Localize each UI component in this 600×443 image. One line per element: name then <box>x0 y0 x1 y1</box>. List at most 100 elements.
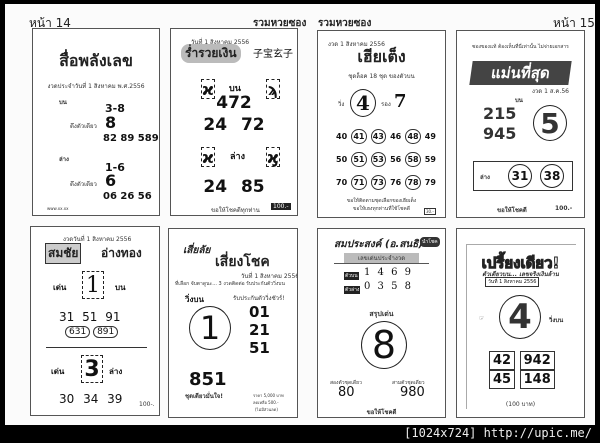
top-three: 631 891 <box>65 326 119 338</box>
bottom-numbers: 30 34 39 <box>59 392 123 406</box>
sub-number: 7 <box>394 91 407 112</box>
top-label: บน <box>229 84 241 94</box>
run-label: วิ่งบน <box>185 295 204 304</box>
grid-number: 79 <box>424 178 436 187</box>
grid-number: 41 <box>351 129 367 144</box>
top-two: 24 72 <box>203 115 265 135</box>
grid-number: 40 <box>336 132 348 141</box>
grid-number: 43 <box>370 129 386 144</box>
grid-number: 51 <box>351 152 367 167</box>
card-footer: ขอให้โชคดีทุกท่าน <box>211 207 260 214</box>
card-date: งวด 1 สิงหาคม 2556 <box>328 41 385 48</box>
lucky-glyph-box: ϗ <box>266 147 280 167</box>
single-number: 4 <box>499 295 541 339</box>
single-number: 8 <box>361 321 407 369</box>
price-tag: 30.- <box>424 208 436 215</box>
grid-number: 53 <box>370 152 386 167</box>
bottom-label: ล่าง <box>480 174 490 181</box>
lucky-glyph-box: ϡ <box>266 79 280 99</box>
card-footer-2: ขอให้เฮงทุกท่านที่ใช้โชคดี <box>352 206 410 212</box>
price-tag: 100-. <box>139 401 155 408</box>
top-single: 1 <box>82 271 104 299</box>
numbers-list: 01 21 51 <box>249 303 270 357</box>
card-subtitle: ตัวเดียวบน... เลขจริงเงินล้าน <box>482 271 559 278</box>
top-three: 472 <box>216 93 252 113</box>
divider <box>46 347 147 348</box>
grid-number: 59 <box>424 155 436 164</box>
grid-number: 48 <box>405 129 421 144</box>
grid-number: 58 <box>405 152 421 167</box>
watermark: [1024x724] http://upic.me/ <box>404 426 592 440</box>
card-sia-lai: เสี่ยลัย เสี่ยงโชค วันที่ 1 สิงหาคม 2556… <box>168 228 298 418</box>
card-title-a: เสี่ยลัย <box>183 245 211 256</box>
price-note: (ไม่มีส่วนลด) <box>255 407 278 412</box>
card-hia-teng: งวด 1 สิงหาคม 2556 เฮียเต็ง ชุดล็อค 18 ช… <box>317 30 446 218</box>
card-title-b: อ่างทอง <box>101 246 142 260</box>
inner-frame <box>466 244 576 409</box>
card-footer: ขอให้โชคดี <box>497 207 527 214</box>
section-title-left: รวมหวยซอง <box>253 18 307 29</box>
number-grid: 42 942 45 148 <box>489 351 555 389</box>
bottom-label: ล่าง <box>230 152 245 162</box>
card-sue-phalang-lek: สื่อพลังเลข งวดประจำวันที่ 1 สิงหาคม พ.ศ… <box>32 28 160 216</box>
top-label: บน <box>115 283 126 292</box>
three-label: สามตัวชุดเดียว <box>392 380 425 386</box>
card-footer: ขอให้โชคดี <box>366 409 397 416</box>
number-grid: 40 41 43 46 48 49 50 51 53 56 58 59 70 71 73 76 78 79 <box>336 125 436 194</box>
section-title-right: รวมหวยซอง <box>318 18 372 29</box>
top-label: บน <box>515 97 523 104</box>
price-tag: 100.- <box>271 203 291 210</box>
grid-number: 71 <box>351 175 367 190</box>
card-badge: นำโชค <box>420 237 440 247</box>
grid-row: 50 51 53 56 58 59 <box>336 148 436 171</box>
card-footer-1: ขอให้ติดตามชุดเลือกของเฮียเต็ง <box>346 198 417 204</box>
three-a: 215 <box>483 104 517 123</box>
card-date: งวดวันที่ 1 สิงหาคม 2556 <box>63 236 132 243</box>
chinese-text: 子宝玄子 <box>253 49 293 60</box>
single-label: ดึงตัวเดียว <box>70 123 97 130</box>
card-subtitle: เลขเด่นประจำงวด <box>344 253 419 263</box>
single-number: 1 <box>189 306 231 350</box>
grid-number: 46 <box>390 132 402 141</box>
lead-label: เด่น <box>51 367 65 376</box>
grid-number: 73 <box>370 175 386 190</box>
guarantee-text: รับประกันตัววิ่งชัวร์! <box>233 295 285 302</box>
main-number: 4 <box>350 89 376 117</box>
card-priang-diao: เปรี้ยงเดียว! ตัวเดียวบน... เลขจริงเงินล… <box>456 228 585 418</box>
top-single: 8 <box>105 113 117 132</box>
top-numbers: 82 89 589 <box>103 133 159 144</box>
two-number: 80 <box>338 385 355 400</box>
grid-number: 78 <box>405 175 421 190</box>
page-number-left: หน้า 14 <box>29 16 71 30</box>
three-caption: ชุดเดียวมั่นใจ! <box>185 393 224 400</box>
top-pair: 3-8 <box>105 102 125 115</box>
three-b: 945 <box>483 124 517 143</box>
single-number: 5 <box>533 105 567 141</box>
lucky-glyph-box: ϰ <box>201 147 215 167</box>
card-footer: www.xx.xx <box>47 206 69 211</box>
grid-number: 70 <box>336 178 348 187</box>
three-number: 851 <box>189 369 227 390</box>
grid-number: 56 <box>390 155 402 164</box>
row-label-1: ตัวบน <box>344 272 359 280</box>
row-numbers-2: 0 3 5 8 <box>364 281 413 292</box>
card-title-b: เสี่ยงโชค <box>215 254 270 270</box>
grid-number: 49 <box>424 132 436 141</box>
card-date: วันที่ 1 สิงหาคม 2556 <box>241 273 298 280</box>
price-tag: (100 บาท) <box>505 401 536 408</box>
price-original: ราคา 5,000 บาท <box>253 393 284 398</box>
row-label-2: ตัวล่าง <box>344 286 361 294</box>
card-maen-thi-sut: ซองของแท้ ต้องเห็นที่นี่เท่านั้น ไม่จ่าย… <box>456 30 585 218</box>
card-title: สมประสงค์ (อ.สนธิ) <box>334 239 423 250</box>
top-numbers: 31 51 91 <box>59 310 121 324</box>
card-title-a: สมชัย <box>45 243 82 264</box>
card-subtitle: ชุดล็อค 18 ชุด ของตัวบน <box>348 73 415 80</box>
lucky-glyph-box: ϰ <box>201 79 215 99</box>
grid-number: 76 <box>390 178 402 187</box>
bottom-numbers: 06 26 56 <box>103 191 152 202</box>
summary-label: สรุปเด่น <box>369 310 394 318</box>
price-tag: 100.- <box>555 205 573 212</box>
page-number-right: หน้า 15 <box>553 16 595 30</box>
divider <box>334 263 429 264</box>
card-subtitle: งวดประจำวันที่ 1 สิงหาคม พ.ศ.2556 <box>47 83 145 90</box>
